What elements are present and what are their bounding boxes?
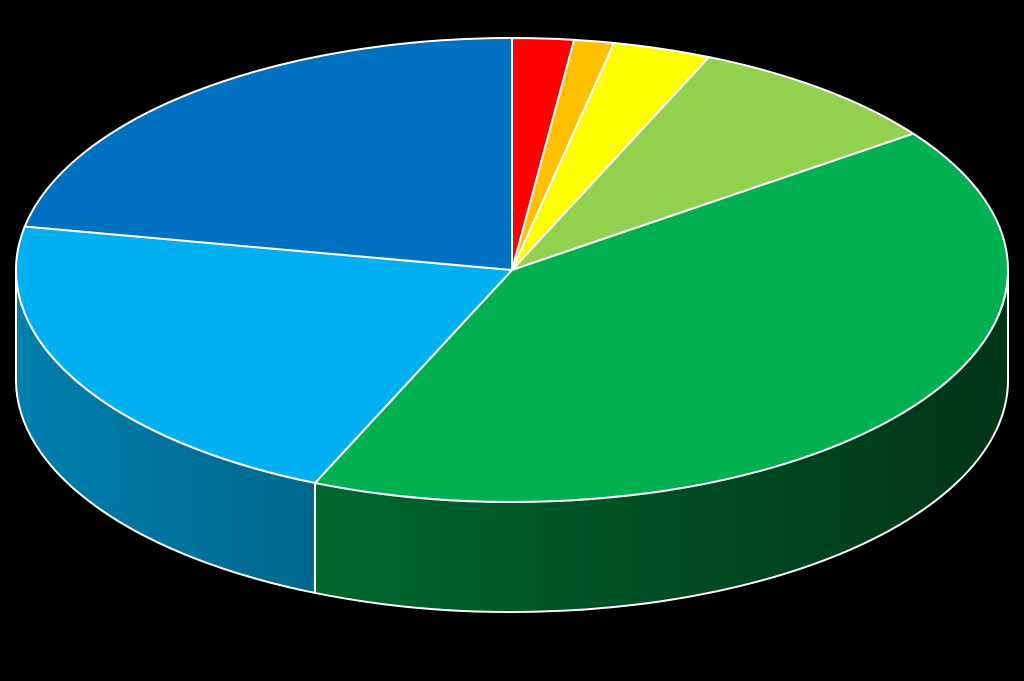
pie-slice-5 bbox=[314, 132, 1009, 503]
pie-slice-6 bbox=[15, 225, 513, 484]
pie-top-layer bbox=[15, 37, 1009, 503]
pie-slice-4 bbox=[511, 56, 915, 271]
pie-slice-7 bbox=[23, 37, 513, 271]
